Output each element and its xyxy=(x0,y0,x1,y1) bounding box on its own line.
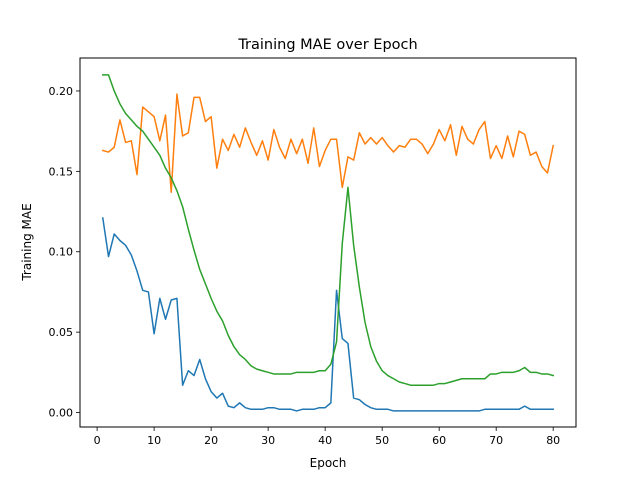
x-tick-label: 50 xyxy=(375,434,389,447)
y-tick-label: 0.05 xyxy=(49,326,74,339)
x-tick-label: 10 xyxy=(147,434,161,447)
x-tick-label: 20 xyxy=(204,434,218,447)
x-tick-label: 70 xyxy=(489,434,503,447)
y-tick-label: 0.00 xyxy=(49,407,74,420)
x-tick-label: 0 xyxy=(94,434,101,447)
tick-layer: 0 10 20 30 40 50 60 70 80 0.00 0.05 0.10 0.15 0.20 xyxy=(49,85,561,447)
y-tick-label: 0.15 xyxy=(49,165,74,178)
series-line-3 xyxy=(102,74,555,386)
series-line-1 xyxy=(101,217,554,412)
x-tick-label: 30 xyxy=(261,434,275,447)
series-layer xyxy=(101,74,555,412)
x-tick-label: 80 xyxy=(546,434,560,447)
chart-title: Training MAE over Epoch xyxy=(237,37,417,53)
y-tick-label: 0.10 xyxy=(49,246,74,259)
plot-area-frame xyxy=(79,57,577,428)
x-tick-label: 40 xyxy=(318,434,332,447)
x-axis-label: Epoch xyxy=(310,456,347,470)
series-line-2 xyxy=(101,93,555,193)
x-tick-label: 60 xyxy=(432,434,446,447)
y-tick-label: 0.20 xyxy=(49,85,74,98)
y-axis-label: Training MAE xyxy=(20,203,34,281)
